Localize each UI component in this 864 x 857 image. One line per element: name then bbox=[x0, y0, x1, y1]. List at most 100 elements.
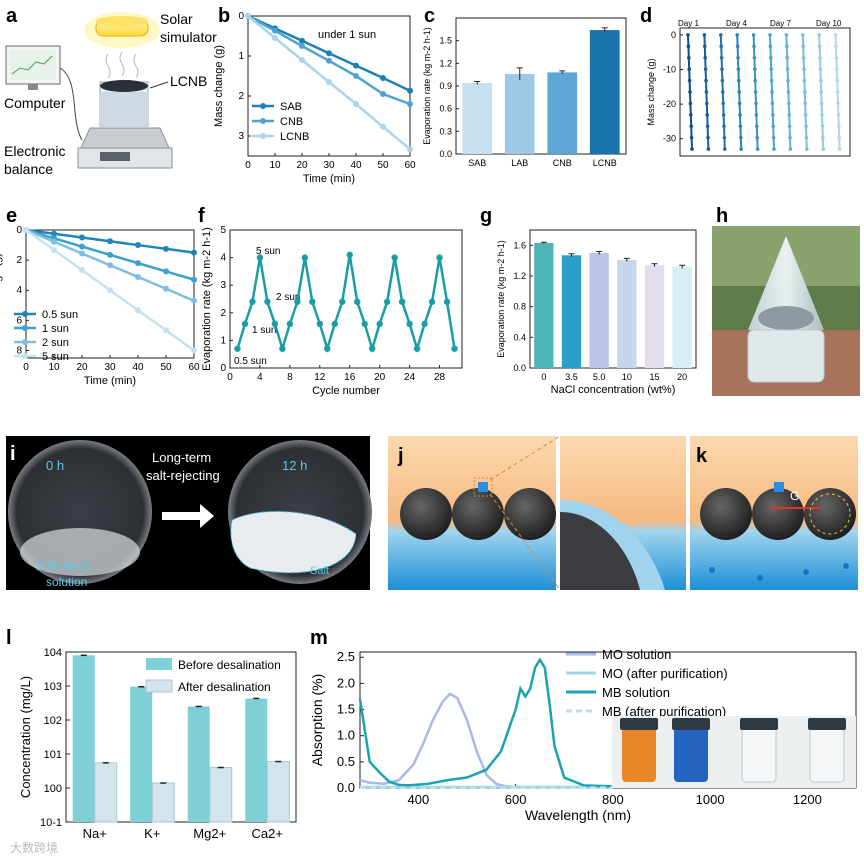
x-tick-label: 0 bbox=[245, 160, 251, 171]
data-point bbox=[79, 234, 85, 241]
vial-cap bbox=[672, 718, 710, 730]
cube-icon bbox=[478, 482, 488, 492]
x-tick-label: 10 bbox=[48, 362, 60, 373]
legend-label: After desalination bbox=[178, 680, 271, 694]
x-tick-label: 20 bbox=[296, 160, 308, 171]
x-tick-label: LAB bbox=[511, 158, 528, 168]
y-tick-label: 5 bbox=[220, 225, 226, 236]
data-point bbox=[234, 345, 241, 352]
y-tick-label: 1.6 bbox=[513, 240, 526, 250]
data-point bbox=[787, 101, 791, 106]
panel-letter: b bbox=[218, 5, 230, 27]
data-point bbox=[771, 124, 775, 129]
data-point bbox=[835, 67, 839, 71]
y-tick-label: 1.0 bbox=[337, 728, 355, 743]
x-axis-label: Wavelength (nm) bbox=[525, 807, 631, 823]
x-tick-label: 50 bbox=[377, 160, 389, 171]
data-point bbox=[271, 320, 279, 328]
data-point bbox=[299, 37, 305, 44]
data-point bbox=[754, 101, 758, 106]
data-point bbox=[837, 147, 842, 151]
y-tick-label: -10 bbox=[663, 65, 676, 75]
vial-cap bbox=[740, 718, 778, 730]
balance-display bbox=[100, 152, 130, 161]
y-tick-label: 10-1 bbox=[40, 817, 62, 829]
data-point bbox=[690, 147, 694, 151]
panel-letter: a bbox=[6, 5, 18, 27]
data-point bbox=[353, 62, 359, 69]
data-point bbox=[738, 113, 742, 117]
y-tick-label: 0.0 bbox=[337, 780, 355, 795]
watermark: 大数跨境 bbox=[10, 840, 58, 855]
legend-marker bbox=[22, 353, 28, 359]
data-point bbox=[79, 267, 85, 274]
data-point bbox=[805, 147, 809, 151]
cone-balls bbox=[758, 306, 814, 330]
salt-region bbox=[230, 510, 357, 574]
zoom-line bbox=[489, 493, 561, 591]
bar bbox=[72, 655, 95, 822]
data-point bbox=[689, 135, 694, 140]
annotation: 5 sun bbox=[256, 246, 280, 257]
data-point bbox=[705, 113, 709, 117]
ion-dot bbox=[843, 563, 849, 569]
y-tick-label: 1 bbox=[238, 51, 244, 62]
y-tick-label: 0.4 bbox=[513, 332, 526, 342]
y-tick-label: 1.2 bbox=[439, 58, 452, 68]
legend-marker bbox=[260, 118, 266, 124]
data-point bbox=[752, 44, 756, 49]
legend-label: MB solution bbox=[602, 685, 670, 700]
data-point bbox=[721, 113, 726, 117]
data-point bbox=[835, 78, 839, 83]
y-axis-label: Concentration (mg/L) bbox=[18, 676, 33, 798]
x-axis-label: NaCl concentration (wt%) bbox=[551, 384, 676, 396]
data-point bbox=[687, 78, 692, 83]
data-point bbox=[191, 347, 197, 354]
panel-letter: i bbox=[10, 443, 16, 465]
data-point bbox=[107, 262, 113, 269]
nacl-solution-area bbox=[20, 528, 140, 576]
data-point bbox=[739, 135, 743, 140]
data-point bbox=[821, 147, 825, 151]
data-point bbox=[689, 113, 693, 117]
data-point bbox=[191, 297, 197, 304]
data-point bbox=[380, 91, 386, 97]
data-point bbox=[755, 147, 760, 151]
legend-label: MB (after purification) bbox=[602, 704, 726, 719]
data-point bbox=[107, 287, 113, 294]
data-point bbox=[769, 55, 773, 60]
data-point bbox=[818, 67, 823, 71]
legend-marker bbox=[260, 133, 266, 139]
solar-top bbox=[96, 16, 148, 26]
panel-letter: m bbox=[310, 627, 328, 649]
data-point bbox=[772, 147, 776, 151]
x-tick-label: 50 bbox=[160, 362, 172, 373]
chart-l: 10-1 100 101 102 103 104 Concentration (mg/L) N… bbox=[18, 647, 297, 841]
data-point bbox=[353, 101, 359, 107]
vial-mo-solution bbox=[622, 726, 656, 782]
steam-icon bbox=[105, 53, 111, 79]
bar bbox=[187, 706, 210, 822]
cube-icon bbox=[774, 482, 784, 492]
y-tick-label: 100 bbox=[44, 783, 62, 795]
x-tick-label: 12 bbox=[314, 372, 326, 383]
plot-frame bbox=[529, 229, 697, 369]
bar bbox=[94, 762, 118, 823]
data-point bbox=[299, 43, 305, 49]
annotation: 2 sun bbox=[276, 292, 300, 303]
data-point bbox=[768, 44, 773, 49]
data-point bbox=[383, 298, 391, 305]
panel-a: a Solar simulator LCNB Computer Electron… bbox=[4, 5, 217, 177]
data-point bbox=[324, 345, 331, 352]
data-point bbox=[721, 101, 725, 106]
panel-letter: f bbox=[198, 205, 205, 227]
data-point bbox=[163, 268, 169, 275]
data-point bbox=[51, 230, 57, 237]
legend-label: 0.5 sun bbox=[42, 309, 78, 321]
data-point bbox=[784, 33, 789, 37]
y-tick-label: 0.6 bbox=[439, 104, 452, 114]
x-tick-label: 600 bbox=[505, 792, 527, 807]
data-point bbox=[837, 124, 841, 129]
data-point bbox=[804, 124, 808, 129]
x-tick-label: 4 bbox=[257, 372, 263, 383]
